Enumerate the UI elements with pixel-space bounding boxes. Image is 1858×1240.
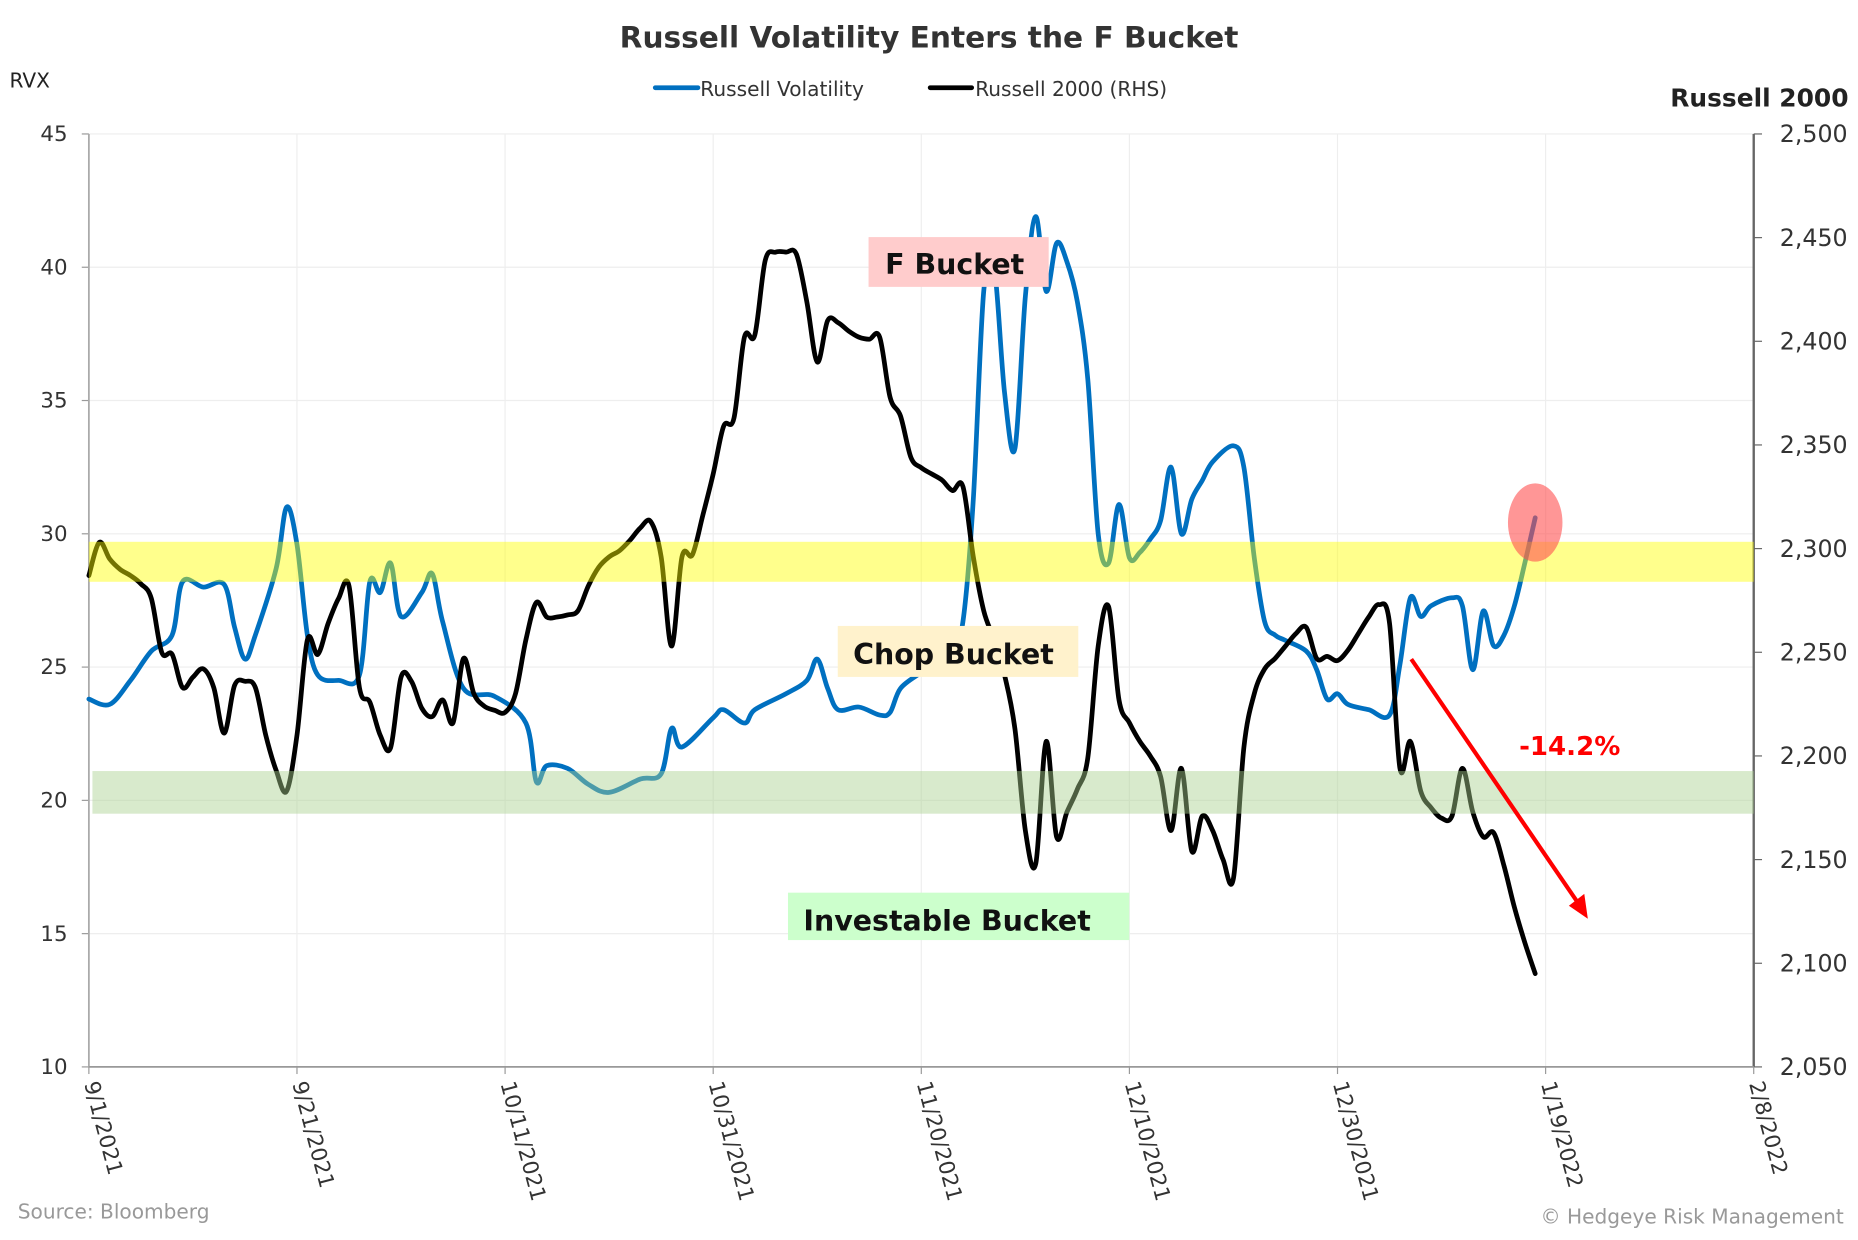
bucket-label-f-bg [868, 237, 1049, 287]
chop-threshold-band [88, 541, 1754, 582]
y-right-tick-label: 2,200 [1780, 742, 1848, 770]
y-right-label: Russell 2000 [1670, 84, 1848, 113]
y-right-tick-label: 2,100 [1780, 950, 1848, 978]
decline-arrow-head [1568, 893, 1588, 919]
bucket-label-chop-text: Chop Bucket [853, 638, 1054, 671]
y-left-tick-label: 20 [40, 788, 67, 813]
legend-label-russell-volatility: Russell Volatility [700, 77, 864, 101]
legend: Russell Volatility Russell 2000 (RHS) [652, 77, 1167, 101]
bucket-label-chop-bg [837, 625, 1079, 677]
x-tick-label: 9/1/2021 [78, 1079, 127, 1178]
y-right-tick-label: 2,500 [1780, 120, 1848, 148]
y-left-tick-label: 45 [40, 122, 67, 147]
highlight-circle [1507, 483, 1563, 562]
y-right-tick-label: 2,400 [1780, 328, 1848, 356]
series-line-russell-2000 [86, 247, 1538, 976]
legend-label-russell-2000: Russell 2000 (RHS) [975, 77, 1167, 101]
y-left-label: RVX [9, 69, 50, 93]
bucket-label-investable-text: Investable Bucket [803, 905, 1090, 938]
y-left-tick-label: 15 [40, 922, 67, 947]
x-tick-label: 12/30/2021 [1327, 1079, 1383, 1204]
y-right-tick-label: 2,450 [1780, 224, 1848, 252]
x-tick-label: 11/20/2021 [911, 1079, 967, 1204]
y-left-tick-label: 40 [40, 255, 67, 280]
decline-arrow [1409, 657, 1588, 919]
x-tick-label: 1/19/2022 [1535, 1079, 1587, 1191]
bucket-label-investable: Investable Bucket [787, 892, 1130, 941]
investable-threshold-band [92, 771, 1754, 814]
y-right-tick-label: 2,350 [1780, 431, 1848, 459]
bucket-label-f: F Bucket [868, 237, 1049, 287]
bucket-label-investable-bg [787, 892, 1130, 941]
x-tick-label: 10/11/2021 [495, 1079, 551, 1204]
y-right-tick-label: 2,050 [1780, 1053, 1848, 1081]
source-note: Source: Bloomberg [18, 1200, 210, 1224]
y-right-tick-label: 2,300 [1780, 535, 1848, 563]
x-tick-label: 9/21/2021 [286, 1079, 338, 1191]
x-tick-label: 10/31/2021 [703, 1079, 759, 1204]
bucket-label-chop: Chop Bucket [837, 625, 1079, 677]
x-tick-label: 12/10/2021 [1119, 1079, 1175, 1204]
decline-arrow-line [1409, 657, 1583, 909]
chart-title: Russell Volatility Enters the F Bucket [620, 19, 1239, 54]
copyright-note: © Hedgeye Risk Management [1541, 1204, 1844, 1228]
y-left-tick-label: 10 [40, 1055, 67, 1080]
decline-label: -14.2% [1519, 732, 1620, 762]
y-left-tick-label: 35 [40, 389, 67, 414]
bucket-label-f-text: F Bucket [885, 248, 1024, 281]
y-left-tick-label: 25 [40, 655, 67, 680]
y-right-tick-label: 2,250 [1780, 639, 1848, 667]
y-left-tick-label: 30 [40, 522, 67, 547]
series-layer [86, 214, 1538, 976]
series-line-russell-volatility [86, 214, 1538, 795]
x-tick-label: 2/8/2022 [1743, 1079, 1792, 1178]
bucket-bands [88, 541, 1754, 814]
y-right-tick-label: 2,150 [1780, 846, 1848, 874]
